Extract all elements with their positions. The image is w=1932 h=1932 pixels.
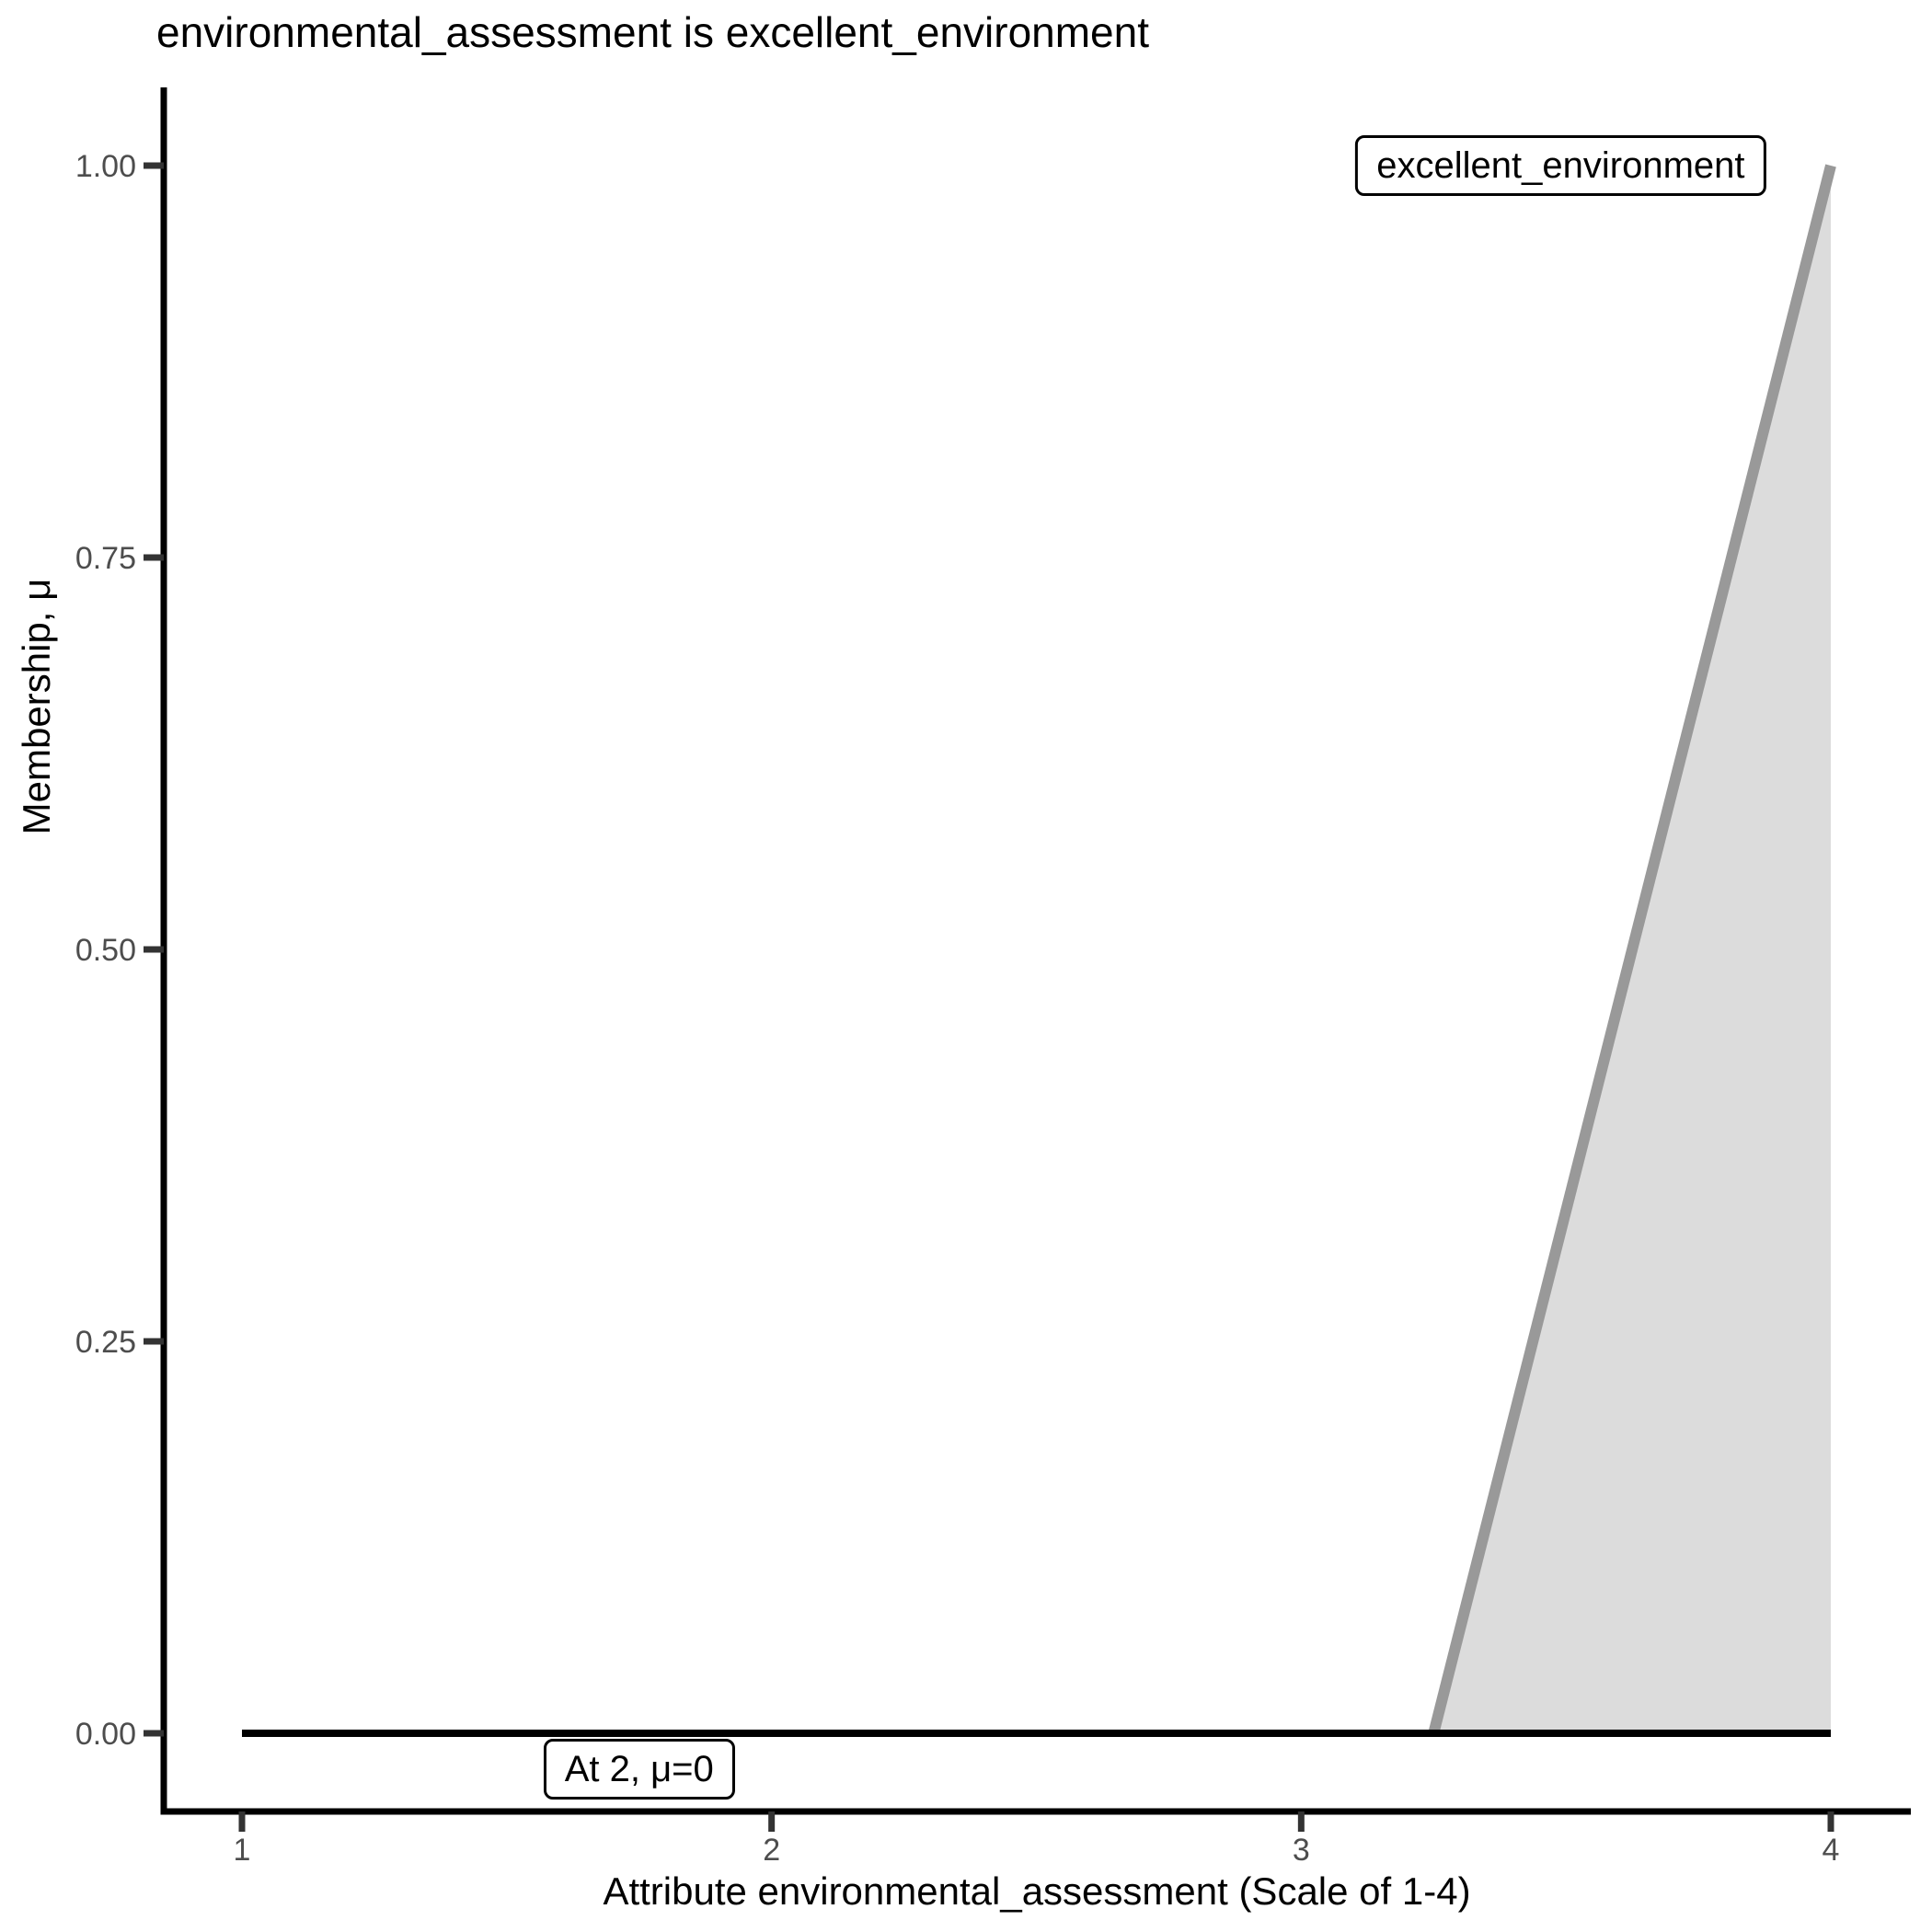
x-tick-label: 4 <box>1823 1833 1840 1868</box>
y-tick-label: 0.50 <box>75 933 136 968</box>
chart-title: environmental_assessment is excellent_en… <box>156 8 1150 56</box>
x-axis-title: Attribute environmental_assessment (Scal… <box>603 1869 1471 1913</box>
membership-curve <box>1428 164 1836 1735</box>
x-tick-label: 3 <box>1293 1833 1310 1868</box>
series-label-excellent-environment: excellent_environment <box>1355 135 1766 196</box>
y-tick-label: 0.25 <box>75 1325 136 1360</box>
y-tick-label: 0.00 <box>75 1717 136 1752</box>
annotation-at-2-mu-0: At 2, μ=0 <box>543 1739 735 1800</box>
y-tick-label: 0.75 <box>75 541 136 576</box>
y-axis-title: Membership, μ <box>15 578 58 835</box>
x-tick-label: 2 <box>763 1833 780 1868</box>
y-tick-label: 1.00 <box>75 149 136 184</box>
x-tick-label: 1 <box>234 1833 251 1868</box>
